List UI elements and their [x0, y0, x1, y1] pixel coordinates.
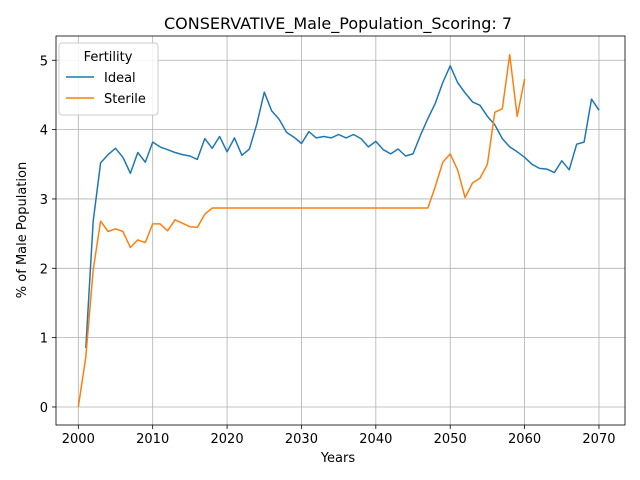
x-tick-label: 2000: [62, 432, 95, 447]
x-tick-label: 2030: [285, 432, 318, 447]
y-tick-label: 3: [40, 193, 48, 208]
chart-title: CONSERVATIVE_Male_Population_Scoring: 7: [164, 14, 512, 34]
x-tick-label: 2060: [508, 432, 541, 447]
legend-label-ideal: Ideal: [104, 71, 136, 86]
y-tick-label: 4: [40, 124, 48, 139]
grid-lines: [56, 36, 625, 425]
series-lines: [77, 53, 600, 408]
x-tick-label: 2020: [211, 432, 244, 447]
legend-title: Fertility: [84, 50, 133, 65]
x-tick-label: 2040: [359, 432, 392, 447]
plot-area-frame: [55, 35, 626, 426]
x-tick-label: 2070: [582, 432, 615, 447]
x-axis-label: Years: [320, 451, 356, 466]
y-axis-ticks: 0 1 2 3 4 5: [40, 54, 56, 416]
y-tick-label: 0: [40, 401, 48, 416]
series-line-sterile: [77, 53, 526, 408]
legend-label-sterile: Sterile: [104, 92, 146, 107]
y-tick-label: 2: [40, 262, 48, 277]
y-axis-label: % of Male Population: [15, 162, 30, 298]
x-tick-label: 2010: [136, 432, 169, 447]
series-line-ideal: [85, 65, 600, 349]
legend-box: [58, 42, 159, 116]
x-tick-label: 2050: [434, 432, 467, 447]
x-axis-ticks: 2000 2010 2020 2030 2040 2050 2060 2070: [62, 425, 616, 447]
y-tick-label: 1: [40, 332, 48, 347]
y-tick-label: 5: [40, 54, 48, 69]
legend: Fertility Ideal Sterile: [58, 42, 159, 116]
